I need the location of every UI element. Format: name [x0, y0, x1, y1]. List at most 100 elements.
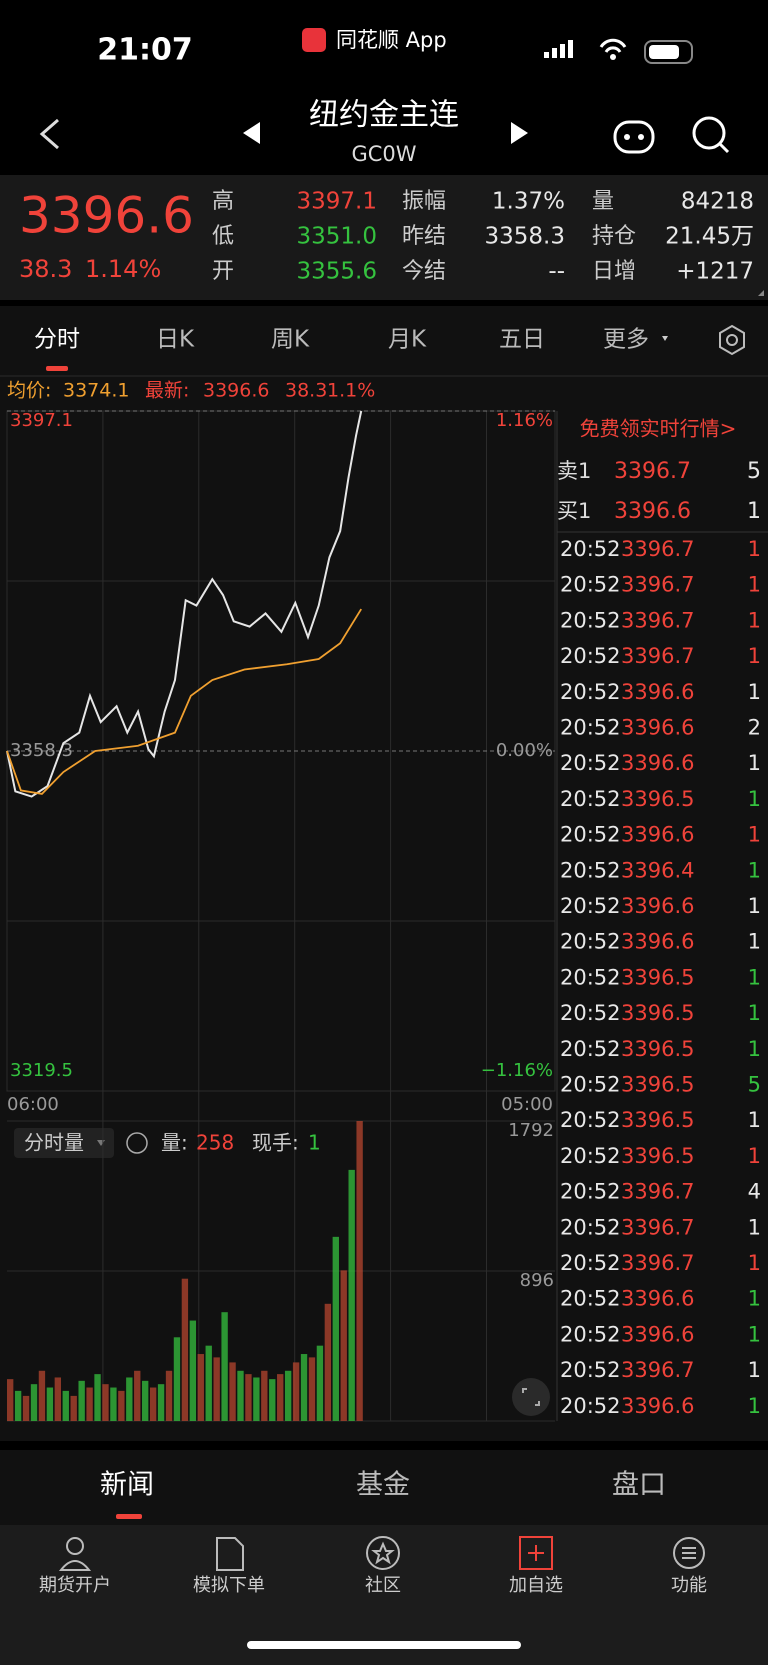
trade-time: 20:52: [560, 1215, 621, 1239]
trade-qty: 1: [748, 965, 761, 989]
trade-time: 20:52: [560, 751, 621, 775]
trade-time: 20:52: [560, 1394, 621, 1418]
trade-time: 20:52: [560, 1001, 621, 1025]
trade-price: 3396.7: [621, 1180, 694, 1204]
trade-time: 20:52: [560, 930, 621, 954]
bottom-tab-underline: [116, 1514, 142, 1519]
trade-price: 3396.7: [621, 1215, 694, 1239]
promo[interactable]: 免费领实时行情>: [580, 417, 737, 441]
wifi-icon: [599, 38, 627, 53]
info-text: 3374.1: [63, 380, 129, 402]
trade-qty: 1: [748, 894, 761, 918]
volume-bar: [189, 1320, 197, 1421]
trade-price: 3396.6: [621, 1394, 694, 1418]
pct-tick-label: 1.16%: [496, 410, 553, 431]
nav-label[interactable]: 期货开户: [39, 1575, 111, 1596]
trade-qty: 1: [748, 1108, 761, 1132]
trade-qty: 1: [748, 1001, 761, 1025]
volume-bar: [205, 1345, 212, 1421]
search-handle: [718, 142, 730, 154]
volume-legend: 分时量: [24, 1131, 84, 1155]
help-icon[interactable]: [126, 1132, 148, 1154]
trade-time: 20:52: [560, 644, 621, 668]
trade-time: 20:52: [560, 1322, 621, 1346]
volume-bar: [348, 1169, 355, 1421]
trade-time: 20:52: [560, 537, 621, 561]
pct-tick-label: 0.00%: [496, 740, 553, 761]
trade-price: 3396.7: [621, 644, 694, 668]
settings-button[interactable]: [719, 324, 745, 356]
status-time: 21:07: [97, 33, 193, 68]
info-text: 1.1%: [327, 380, 375, 402]
field-label: 昨结: [402, 224, 446, 249]
volume-bar: [269, 1379, 276, 1421]
signal-icon: [544, 40, 573, 58]
field-label: 开: [212, 259, 234, 284]
vol-tick-label: 1792: [508, 1120, 554, 1141]
volume-bar: [324, 1303, 332, 1421]
trade-time: 20:52: [560, 787, 621, 811]
wifi-dot: [610, 54, 616, 60]
trade-price: 3396.6: [621, 894, 694, 918]
trade-price: 3396.5: [621, 1073, 694, 1097]
nav-label[interactable]: 模拟下单: [193, 1575, 265, 1596]
trade-time: 20:52: [560, 965, 621, 989]
trade-time: 20:52: [560, 1037, 621, 1061]
tab[interactable]: 更多: [603, 327, 649, 353]
trade-price: 3396.4: [621, 858, 694, 882]
trade-qty: 1: [748, 1394, 761, 1418]
tab[interactable]: 日K: [156, 327, 195, 353]
battery: [644, 40, 693, 64]
tab[interactable]: 周K: [271, 327, 310, 353]
trade-qty: 1: [748, 1251, 761, 1275]
hand-label: 现手:: [252, 1131, 299, 1155]
robot-button[interactable]: [613, 120, 655, 154]
field-value: +1217: [676, 259, 754, 285]
nav-label[interactable]: 社区: [365, 1575, 401, 1596]
vol-label: 量:: [161, 1131, 188, 1155]
volume-bar: [356, 1121, 363, 1421]
bottom-tab[interactable]: 基金: [356, 1470, 410, 1501]
bottom-tab[interactable]: 新闻: [100, 1470, 154, 1501]
volume-bar: [149, 1387, 157, 1421]
trade-time: 20:52: [560, 680, 621, 704]
book-qty: 5: [747, 459, 761, 484]
volume-bar: [300, 1354, 308, 1421]
volume-bar: [30, 1384, 38, 1421]
chart-panel: [0, 306, 768, 1441]
nav-label[interactable]: 功能: [671, 1575, 707, 1596]
trade-time: 20:52: [560, 823, 621, 847]
app-icon: [302, 28, 326, 52]
volume-bar: [134, 1370, 141, 1421]
trade-time: 20:52: [560, 1358, 621, 1382]
tab[interactable]: 五日: [499, 327, 545, 353]
trade-price: 3396.7: [621, 573, 694, 597]
field-value: 3351.0: [297, 224, 377, 250]
trade-time: 20:52: [560, 716, 621, 740]
back-button[interactable]: [39, 118, 59, 150]
search-button[interactable]: [692, 116, 726, 150]
tab[interactable]: 月K: [388, 327, 427, 353]
bottom-tab[interactable]: 盘口: [612, 1470, 666, 1501]
book-price: 3396.7: [614, 459, 691, 484]
volume-bar: [245, 1374, 252, 1421]
nav-label[interactable]: 加自选: [509, 1575, 563, 1596]
robot-eye: [624, 134, 630, 140]
line-avg: [6, 608, 362, 795]
volume-bar: [316, 1345, 324, 1421]
volume-bar: [78, 1380, 85, 1421]
y-tick-label: 3397.1: [10, 410, 73, 431]
trade-time: 20:52: [560, 894, 621, 918]
trade-price: 3396.6: [621, 716, 694, 740]
nav-icons: [58, 1536, 705, 1571]
prev-button[interactable]: [243, 122, 260, 144]
volume-bar: [213, 1357, 220, 1421]
tab[interactable]: 分时: [34, 327, 80, 353]
fullscreen-button[interactable]: [512, 1378, 550, 1416]
trade-time: 20:52: [560, 1287, 621, 1311]
add-watch-icon[interactable]: [519, 1536, 553, 1570]
next-button[interactable]: [511, 122, 528, 144]
trade-qty: 2: [748, 716, 761, 740]
trade-price: 3396.6: [621, 751, 694, 775]
